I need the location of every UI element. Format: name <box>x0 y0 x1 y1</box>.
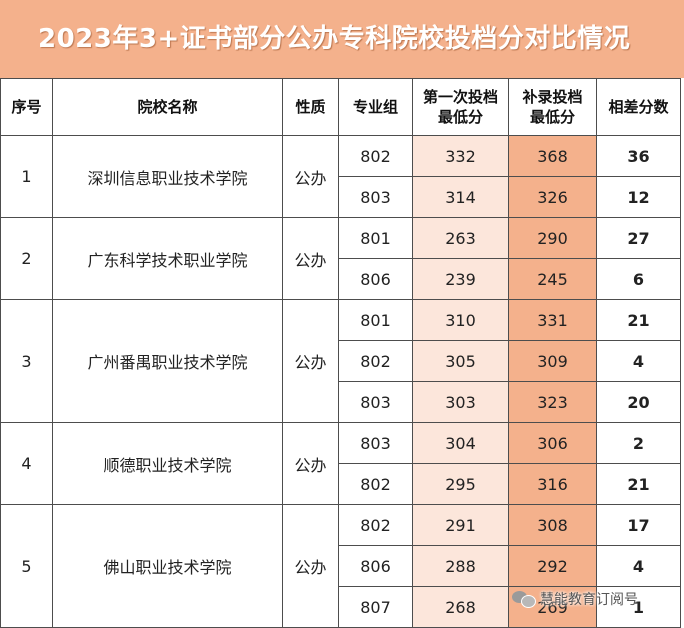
score-diff: 17 <box>596 504 681 546</box>
school-index: 5 <box>0 504 53 628</box>
watermark-text: 慧能教育订阅号 <box>540 592 638 608</box>
supp-min-score: 326 <box>508 176 597 218</box>
table-row: 4 顺德职业技术学院 公办 803 304 306 2 <box>0 422 681 505</box>
header-diff: 相差分数 <box>596 78 681 136</box>
score-diff: 4 <box>596 340 681 382</box>
major-group: 803 <box>338 381 413 423</box>
major-group: 802 <box>338 463 413 505</box>
supp-min-score: 245 <box>508 258 597 300</box>
header-index: 序号 <box>0 78 53 136</box>
major-group: 803 <box>338 176 413 218</box>
first-min-score: 291 <box>412 504 509 546</box>
major-group: 806 <box>338 258 413 300</box>
supp-min-score: 368 <box>508 135 597 177</box>
major-group: 802 <box>338 135 413 177</box>
score-diff: 1 <box>596 586 681 628</box>
school-name: 顺德职业技术学院 <box>52 422 283 505</box>
title-bar: 2023年3+证书部分公办专科院校投档分对比情况 <box>0 0 684 78</box>
school-index: 3 <box>0 299 53 423</box>
first-min-score: 314 <box>412 176 509 218</box>
table-row: 5 佛山职业技术学院 公办 802 291 308 17 <box>0 504 681 628</box>
major-group: 801 <box>338 299 413 341</box>
school-index: 4 <box>0 422 53 505</box>
score-diff: 12 <box>596 176 681 218</box>
header-first-line2: 最低分 <box>437 108 483 126</box>
table-row: 806 288 292 4 <box>1 545 681 587</box>
score-diff: 27 <box>596 217 681 259</box>
major-group: 806 <box>338 545 413 587</box>
first-min-score: 332 <box>412 135 509 177</box>
header-row: 序号 院校名称 性质 专业组 第一次投档 最低分 补录投档 最低分 相差分数 <box>0 78 681 136</box>
table-row: 1 深圳信息职业技术学院 公办 802 332 368 36 <box>0 135 681 218</box>
score-diff: 2 <box>596 422 681 464</box>
header-major-group: 专业组 <box>338 78 413 136</box>
first-min-score: 305 <box>412 340 509 382</box>
supp-min-score: 309 <box>508 340 597 382</box>
header-supp-min: 补录投档 最低分 <box>508 78 597 136</box>
table-row: 2 广东科学技术职业学院 公办 801 263 290 27 <box>0 217 681 300</box>
table-row: 802 295 316 21 <box>1 463 681 505</box>
major-group: 803 <box>338 422 413 464</box>
major-group: 807 <box>338 586 413 628</box>
school-name: 广州番禺职业技术学院 <box>52 299 283 423</box>
score-diff: 21 <box>596 299 681 341</box>
table-row: 803 314 326 12 <box>1 176 681 218</box>
first-min-score: 303 <box>412 381 509 423</box>
watermark: 慧能教育订阅号 <box>512 586 684 612</box>
header-school: 院校名称 <box>52 78 283 136</box>
header-first-min: 第一次投档 最低分 <box>412 78 509 136</box>
supp-min-score: 331 <box>508 299 597 341</box>
school-name: 广东科学技术职业学院 <box>52 217 283 300</box>
first-min-score: 295 <box>412 463 509 505</box>
score-table: 序号 院校名称 性质 专业组 第一次投档 最低分 补录投档 最低分 相差分数 1… <box>0 78 681 628</box>
supp-min-score: 290 <box>508 217 597 259</box>
school-index: 2 <box>0 217 53 300</box>
supp-min-score: 316 <box>508 463 597 505</box>
supp-min-score: 308 <box>508 504 597 546</box>
school-nature: 公办 <box>282 217 339 300</box>
table-row: 803 303 323 20 <box>1 381 681 423</box>
supp-min-score: 323 <box>508 381 597 423</box>
major-group: 801 <box>338 217 413 259</box>
score-diff: 6 <box>596 258 681 300</box>
first-min-score: 310 <box>412 299 509 341</box>
score-diff: 21 <box>596 463 681 505</box>
major-group: 802 <box>338 504 413 546</box>
header-nature: 性质 <box>282 78 339 136</box>
school-nature: 公办 <box>282 504 339 628</box>
school-nature: 公办 <box>282 135 339 218</box>
supp-min-score: 292 <box>508 545 597 587</box>
major-group: 802 <box>338 340 413 382</box>
header-supp-line1: 补录投档 <box>522 88 583 106</box>
page-title: 2023年3+证书部分公办专科院校投档分对比情况 <box>38 24 631 54</box>
supp-min-score: 306 <box>508 422 597 464</box>
header-supp-line2: 最低分 <box>529 108 575 126</box>
score-diff: 4 <box>596 545 681 587</box>
first-min-score: 268 <box>412 586 509 628</box>
first-min-score: 288 <box>412 545 509 587</box>
table-row: 806 239 245 6 <box>1 258 681 300</box>
wechat-icon <box>512 590 536 608</box>
school-nature: 公办 <box>282 422 339 505</box>
header-first-line1: 第一次投档 <box>422 88 498 106</box>
score-diff: 20 <box>596 381 681 423</box>
table-row: 3 广州番禺职业技术学院 公办 801 310 331 21 <box>0 299 681 423</box>
school-name: 佛山职业技术学院 <box>52 504 283 628</box>
school-nature: 公办 <box>282 299 339 423</box>
score-diff: 36 <box>596 135 681 177</box>
first-min-score: 263 <box>412 217 509 259</box>
school-index: 1 <box>0 135 53 218</box>
first-min-score: 304 <box>412 422 509 464</box>
table-row: 807 268 269 1 <box>1 586 681 628</box>
first-min-score: 239 <box>412 258 509 300</box>
school-name: 深圳信息职业技术学院 <box>52 135 283 218</box>
